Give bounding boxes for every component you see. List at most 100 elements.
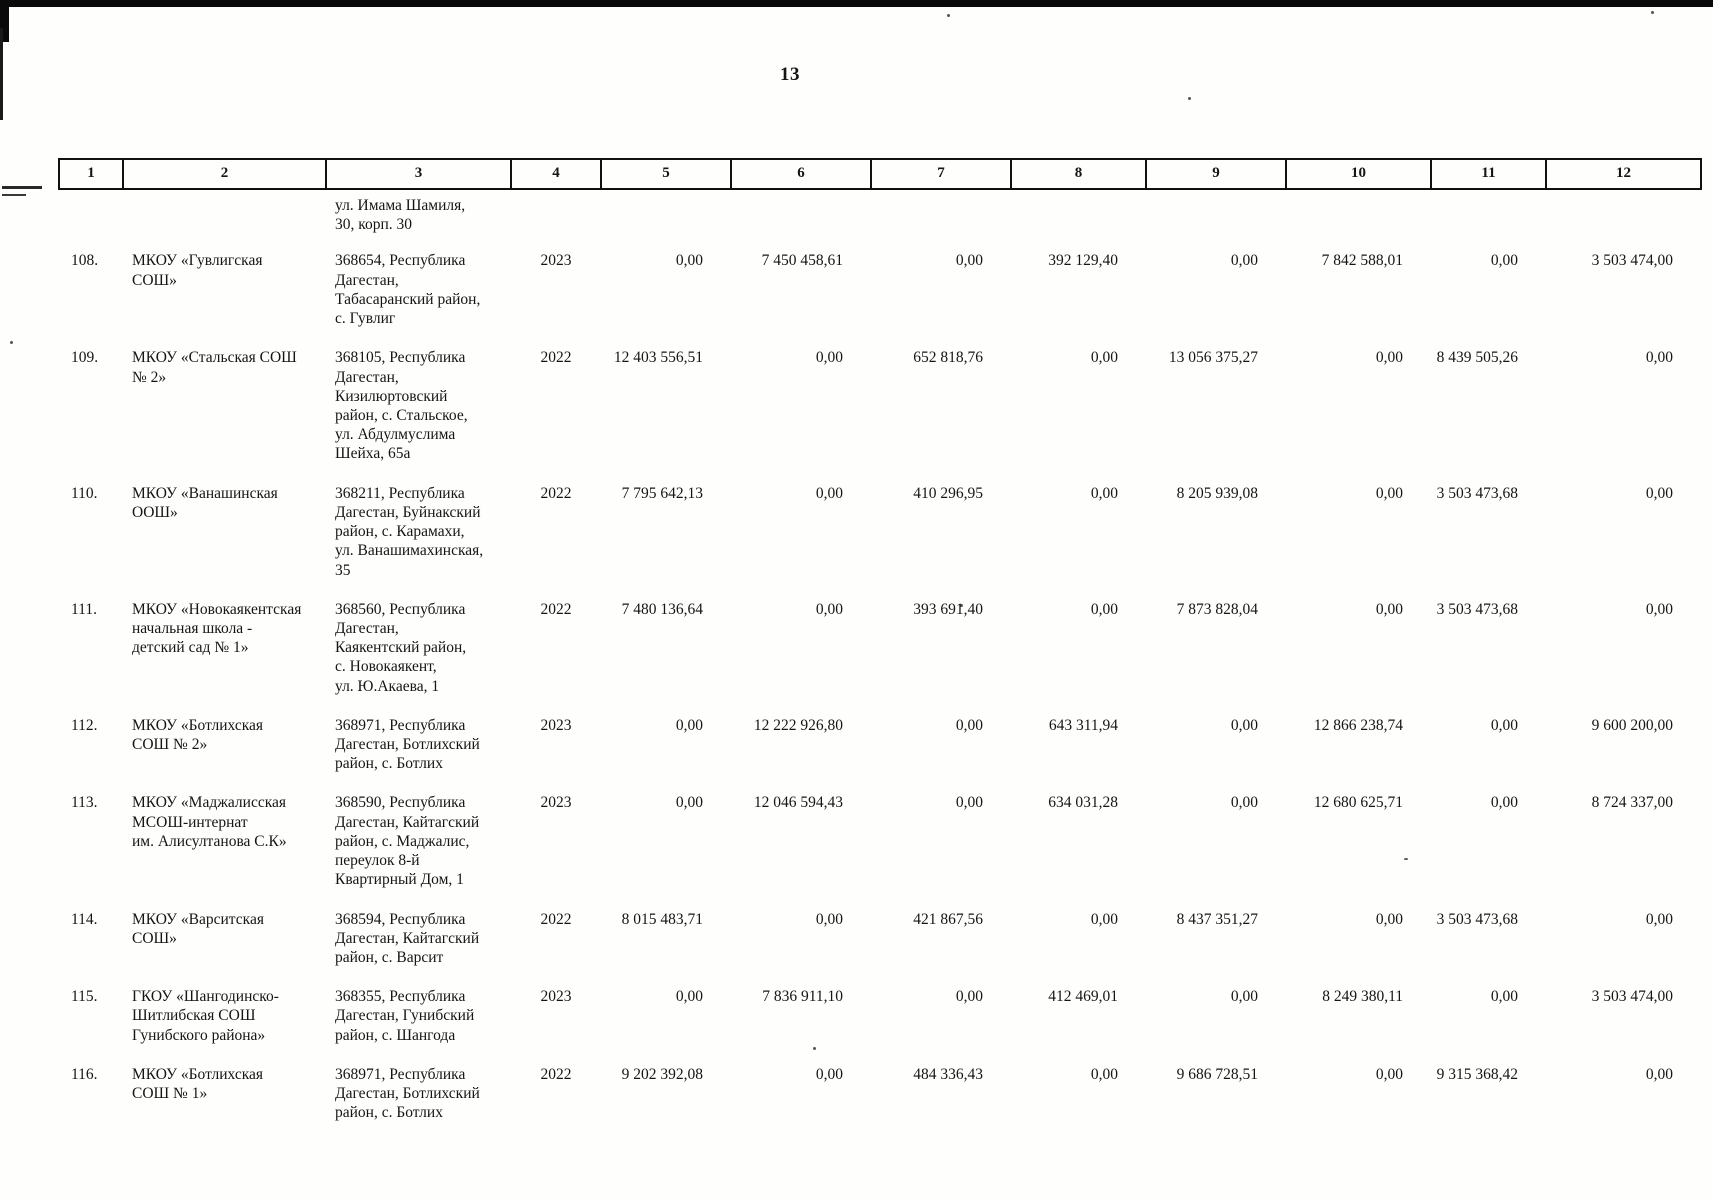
amount-col-9: 0,00 xyxy=(1230,988,1258,1006)
amount-col-10: 0,00 xyxy=(1375,484,1403,502)
table-row: 113. МКОУ «Маджалисская МСОШ-интернат им… xyxy=(59,778,1701,894)
table-row: 114. МКОУ «Варситская СОШ» 368594, Респу… xyxy=(59,895,1701,973)
scan-artifact-speck xyxy=(960,604,963,607)
table-header-row: 1 2 3 4 5 6 7 8 9 10 11 12 xyxy=(58,158,1702,190)
amount-col-10: 0,00 xyxy=(1375,910,1403,928)
column-header-3: 3 xyxy=(325,158,512,190)
amount-col-6: 7 450 458,61 xyxy=(761,252,843,270)
amount-col-8: 0,00 xyxy=(1090,349,1118,367)
amount-col-7: 0,00 xyxy=(955,988,983,1006)
year-value: 2023 xyxy=(540,988,572,1006)
scan-artifact-speck xyxy=(813,1047,816,1050)
school-address: 368105, Республика Дагестан, Кизилюртовс… xyxy=(335,349,468,463)
school-address: 368560, Республика Дагестан, Каякентский… xyxy=(335,600,467,695)
table-row: 111. МКОУ «Новокаякентская начальная шко… xyxy=(59,585,1701,701)
amount-col-5: 0,00 xyxy=(675,988,703,1006)
amount-col-6: 0,00 xyxy=(815,484,843,502)
amount-col-5: 7 795 642,13 xyxy=(621,484,703,502)
amount-col-11: 0,00 xyxy=(1490,252,1518,270)
table-body: ул. Имама Шамиля, 30, корп. 30 108. МКОУ… xyxy=(59,189,1701,1128)
amount-col-12: 8 724 337,00 xyxy=(1591,794,1673,812)
amount-col-10: 0,00 xyxy=(1375,1065,1403,1083)
schools-funding-table: 1 2 3 4 5 6 7 8 9 10 11 12 ул. Имама Шам… xyxy=(58,158,1702,1128)
column-header-5: 5 xyxy=(600,158,732,190)
amount-col-7: 0,00 xyxy=(955,716,983,734)
table-row: 109. МКОУ «Стальская СОШ № 2» 368105, Ре… xyxy=(59,333,1701,468)
school-address: 368211, Республика Дагестан, Буйнакский … xyxy=(335,484,484,579)
amount-col-12: 0,00 xyxy=(1645,910,1673,928)
column-header-7: 7 xyxy=(870,158,1012,190)
scan-artifact-speck xyxy=(947,14,950,17)
scan-artifact-dash xyxy=(2,194,26,196)
amount-col-8: 643 311,94 xyxy=(1048,716,1118,734)
page-number: 13 xyxy=(780,64,800,85)
amount-col-9: 8 437 351,27 xyxy=(1176,910,1258,928)
amount-col-12: 9 600 200,00 xyxy=(1591,716,1673,734)
scan-artifact-left-edge xyxy=(0,28,3,120)
amount-col-6 xyxy=(731,189,871,236)
amount-col-11 xyxy=(1431,189,1546,236)
amount-col-10: 12 680 625,71 xyxy=(1313,794,1403,812)
amount-col-12: 0,00 xyxy=(1645,484,1673,502)
school-address: 368590, Республика Дагестан, Кайтагский … xyxy=(335,794,480,889)
column-header-8: 8 xyxy=(1010,158,1147,190)
column-header-2: 2 xyxy=(122,158,327,190)
amount-col-8 xyxy=(1011,189,1146,236)
amount-col-5: 0,00 xyxy=(675,716,703,734)
row-number: 109. xyxy=(71,349,99,367)
amount-col-12: 0,00 xyxy=(1645,600,1673,618)
amount-col-6: 12 046 594,43 xyxy=(753,794,843,812)
amount-col-11: 3 503 473,68 xyxy=(1436,600,1518,618)
amount-col-10 xyxy=(1286,189,1431,236)
year-value: 2022 xyxy=(540,349,572,367)
column-header-6: 6 xyxy=(730,158,872,190)
row-number: 112. xyxy=(71,716,98,734)
row-number: 108. xyxy=(71,252,99,270)
amount-col-12: 3 503 474,00 xyxy=(1591,988,1673,1006)
school-address: 368654, Республика Дагестан, Табасаранск… xyxy=(335,252,481,328)
amount-col-11: 0,00 xyxy=(1490,794,1518,812)
amount-col-9: 0,00 xyxy=(1230,716,1258,734)
school-name: МКОУ «Ботлихская СОШ № 1» xyxy=(132,1065,264,1103)
school-address: 368355, Республика Дагестан, Гунибский р… xyxy=(335,988,475,1044)
year-value: 2022 xyxy=(540,1065,572,1083)
row-number: 113. xyxy=(71,794,98,812)
table-row: ул. Имама Шамиля, 30, корп. 30 xyxy=(59,189,1701,236)
amount-col-11: 8 439 505,26 xyxy=(1436,349,1518,367)
amount-col-10: 12 866 238,74 xyxy=(1313,716,1403,734)
amount-col-9 xyxy=(1146,189,1286,236)
amount-col-10: 8 249 380,11 xyxy=(1322,988,1403,1006)
amount-col-9: 7 873 828,04 xyxy=(1176,600,1258,618)
year-value: 2023 xyxy=(540,794,572,812)
amount-col-6: 0,00 xyxy=(815,1065,843,1083)
amount-col-7: 410 296,95 xyxy=(913,484,983,502)
amount-col-8: 392 129,40 xyxy=(1048,252,1118,270)
amount-col-8: 0,00 xyxy=(1090,910,1118,928)
row-number: 111. xyxy=(71,600,97,618)
school-address: ул. Имама Шамиля, 30, корп. 30 xyxy=(335,197,466,234)
year-value: 2022 xyxy=(540,910,572,928)
row-number: 115. xyxy=(71,988,98,1006)
year-value: 2023 xyxy=(540,252,572,270)
school-name: ГКОУ «Шангодинско- Шитлибская СОШ Гунибс… xyxy=(132,988,279,1044)
school-name: МКОУ «Стальская СОШ № 2» xyxy=(132,349,297,386)
amount-col-10: 0,00 xyxy=(1375,600,1403,618)
table-row: 115. ГКОУ «Шангодинско- Шитлибская СОШ Г… xyxy=(59,972,1701,1050)
amount-col-11: 0,00 xyxy=(1490,988,1518,1006)
amount-col-12: 3 503 474,00 xyxy=(1591,252,1673,270)
row-number: 114. xyxy=(71,910,98,928)
column-header-1: 1 xyxy=(58,158,124,190)
scan-artifact-speck xyxy=(10,341,13,344)
amount-col-7: 0,00 xyxy=(955,252,983,270)
amount-col-9: 13 056 375,27 xyxy=(1168,349,1258,367)
column-header-9: 9 xyxy=(1145,158,1287,190)
school-address: 368971, Республика Дагестан, Ботлихский … xyxy=(335,1065,480,1122)
year-value: 2022 xyxy=(540,600,572,618)
amount-col-8: 0,00 xyxy=(1090,484,1118,502)
amount-col-10: 7 842 588,01 xyxy=(1321,252,1403,270)
scan-artifact-speck xyxy=(1188,97,1191,100)
amount-col-11: 0,00 xyxy=(1490,716,1518,734)
scan-artifact-top-bar xyxy=(0,0,1713,7)
amount-col-6: 0,00 xyxy=(815,910,843,928)
